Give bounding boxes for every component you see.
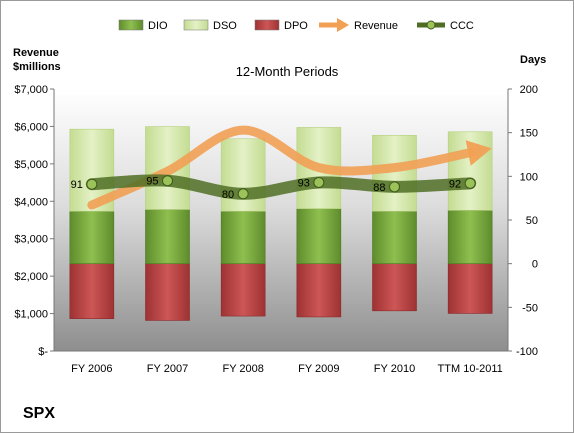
ccc-data-label: 80 bbox=[222, 189, 234, 201]
dpo-bar bbox=[447, 263, 493, 314]
category-label: FY 2006 bbox=[71, 363, 112, 375]
left-tick-label: $1,000 bbox=[14, 309, 48, 321]
category-label: FY 2010 bbox=[374, 363, 415, 375]
legend-marker-ccc bbox=[426, 20, 436, 30]
chart-title: 12-Month Periods bbox=[235, 64, 339, 79]
ccc-point bbox=[86, 178, 98, 190]
left-tick-label: $5,000 bbox=[14, 159, 48, 171]
dio-bar bbox=[69, 210, 115, 264]
dio-bar bbox=[296, 208, 342, 264]
ccc-point bbox=[162, 175, 173, 187]
ccc-line bbox=[85, 174, 477, 200]
legend-swatch-dpo bbox=[254, 19, 280, 31]
category-label: FY 2007 bbox=[147, 363, 188, 375]
right-tick-label: 50 bbox=[526, 215, 538, 227]
legend-swatch-dio bbox=[118, 19, 144, 31]
right-tick-label: -50 bbox=[522, 302, 538, 314]
dpo-bar bbox=[372, 263, 417, 312]
category-label: FY 2009 bbox=[298, 363, 339, 375]
legend-label-revenue: Revenue bbox=[354, 20, 398, 32]
revenue-arrowhead bbox=[465, 140, 492, 166]
dpo-bar bbox=[69, 263, 115, 319]
right-axis-label: Days bbox=[520, 54, 547, 66]
right-tick-label: 100 bbox=[520, 171, 538, 183]
legend-swatch-dso bbox=[183, 19, 209, 31]
ccc-point bbox=[464, 177, 476, 189]
dio-bar bbox=[447, 210, 493, 264]
left-axis-label-line2: $millions bbox=[13, 61, 61, 73]
legend-label-ccc: CCC bbox=[450, 20, 474, 32]
legend-arrowhead-revenue bbox=[337, 18, 349, 32]
ccc-point bbox=[237, 188, 249, 200]
dpo-bar bbox=[220, 263, 266, 317]
category-label: FY 2008 bbox=[222, 363, 263, 375]
right-tick-label: -100 bbox=[516, 346, 538, 358]
left-axis-label-line1: Revenue bbox=[13, 47, 59, 59]
dpo-bar bbox=[145, 263, 190, 321]
ccc-data-label: 93 bbox=[298, 177, 310, 189]
company-label: SPX bbox=[23, 405, 56, 422]
ccc-data-label: 92 bbox=[449, 178, 461, 190]
left-tick-label: $- bbox=[38, 346, 48, 358]
left-tick-label: $6,000 bbox=[14, 121, 48, 133]
ccc-point bbox=[389, 181, 400, 193]
dio-bar bbox=[220, 210, 266, 264]
dio-bar bbox=[145, 209, 190, 264]
left-tick-label: $4,000 bbox=[14, 196, 48, 208]
left-tick-label: $3,000 bbox=[14, 234, 48, 246]
dpo-bar bbox=[296, 263, 342, 318]
right-tick-label: 200 bbox=[520, 84, 538, 96]
legend-label-dpo: DPO bbox=[284, 20, 308, 32]
right-tick-label: 150 bbox=[520, 128, 538, 140]
plot-area bbox=[54, 89, 508, 351]
ccc-data-label: 91 bbox=[71, 179, 83, 191]
ccc-point bbox=[313, 176, 325, 188]
legend-label-dso: DSO bbox=[213, 20, 237, 32]
right-tick-label: 0 bbox=[532, 259, 538, 271]
category-label: TTM 10-2011 bbox=[438, 363, 503, 375]
dio-bar bbox=[372, 210, 417, 264]
left-tick-label: $7,000 bbox=[14, 84, 48, 96]
left-tick-label: $2,000 bbox=[14, 271, 48, 283]
ccc-data-label: 88 bbox=[373, 182, 385, 194]
legend-label-dio: DIO bbox=[148, 20, 168, 32]
ccc-data-label: 95 bbox=[146, 176, 158, 188]
